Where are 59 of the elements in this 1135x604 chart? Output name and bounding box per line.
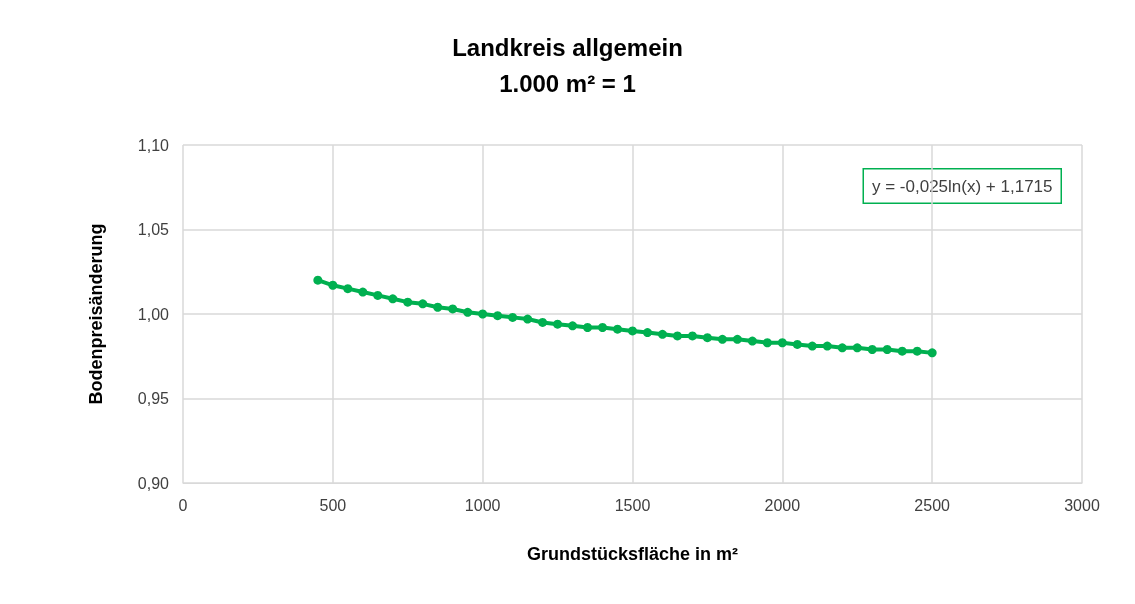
point	[328, 280, 338, 290]
point	[508, 312, 518, 322]
point	[897, 346, 907, 356]
point	[403, 297, 413, 307]
y-axis-title: Bodenpreisänderung	[86, 223, 106, 405]
point	[687, 331, 697, 341]
point	[792, 339, 802, 349]
chart-title: Landkreis allgemein	[452, 33, 683, 61]
y-tick-label: 1,10	[137, 136, 170, 154]
point	[657, 329, 667, 339]
x-tick-label: 0	[178, 496, 188, 514]
point	[852, 343, 862, 353]
point	[568, 321, 578, 331]
point	[762, 338, 772, 348]
point	[433, 302, 443, 312]
point	[702, 333, 712, 343]
point	[837, 343, 847, 353]
point	[478, 309, 488, 319]
x-axis-title: Grundstücksfläche in m²	[526, 544, 739, 564]
point	[777, 338, 787, 348]
point	[358, 287, 368, 297]
point	[373, 290, 383, 300]
x-tick-label: 1000	[464, 496, 501, 514]
point	[672, 331, 682, 341]
point	[912, 346, 922, 356]
point	[313, 275, 323, 285]
y-tick-label: 0,95	[137, 390, 170, 407]
point	[388, 294, 398, 304]
point	[538, 317, 548, 327]
point	[613, 324, 623, 334]
point	[523, 314, 533, 324]
x-tick-label: 2500	[914, 496, 951, 514]
x-tick-label: 500	[319, 496, 347, 514]
point	[747, 336, 757, 346]
point	[642, 328, 652, 338]
point	[717, 334, 727, 344]
point	[343, 284, 353, 294]
point	[418, 299, 428, 309]
point	[463, 307, 473, 317]
point	[822, 341, 832, 351]
point	[598, 323, 608, 333]
y-tick-label: 1,00	[137, 305, 170, 323]
point	[927, 348, 937, 358]
point	[583, 323, 593, 333]
point	[807, 341, 817, 351]
point	[732, 334, 742, 344]
x-tick-label: 1500	[614, 496, 651, 514]
x-tick-label: 2000	[764, 496, 801, 514]
point	[882, 344, 892, 354]
point	[493, 311, 503, 321]
x-tick-label: 3000	[1064, 496, 1100, 514]
y-tick-label: 1,05	[137, 221, 170, 238]
point	[553, 319, 563, 329]
y-tick-label: 0,90	[137, 474, 170, 492]
point	[867, 344, 877, 354]
point	[628, 326, 637, 336]
annotation: y = -0,025ln(x) + 1,1715	[872, 176, 1053, 196]
chart-subtitle: 1.000 m² = 1	[499, 69, 636, 97]
point	[448, 304, 458, 314]
